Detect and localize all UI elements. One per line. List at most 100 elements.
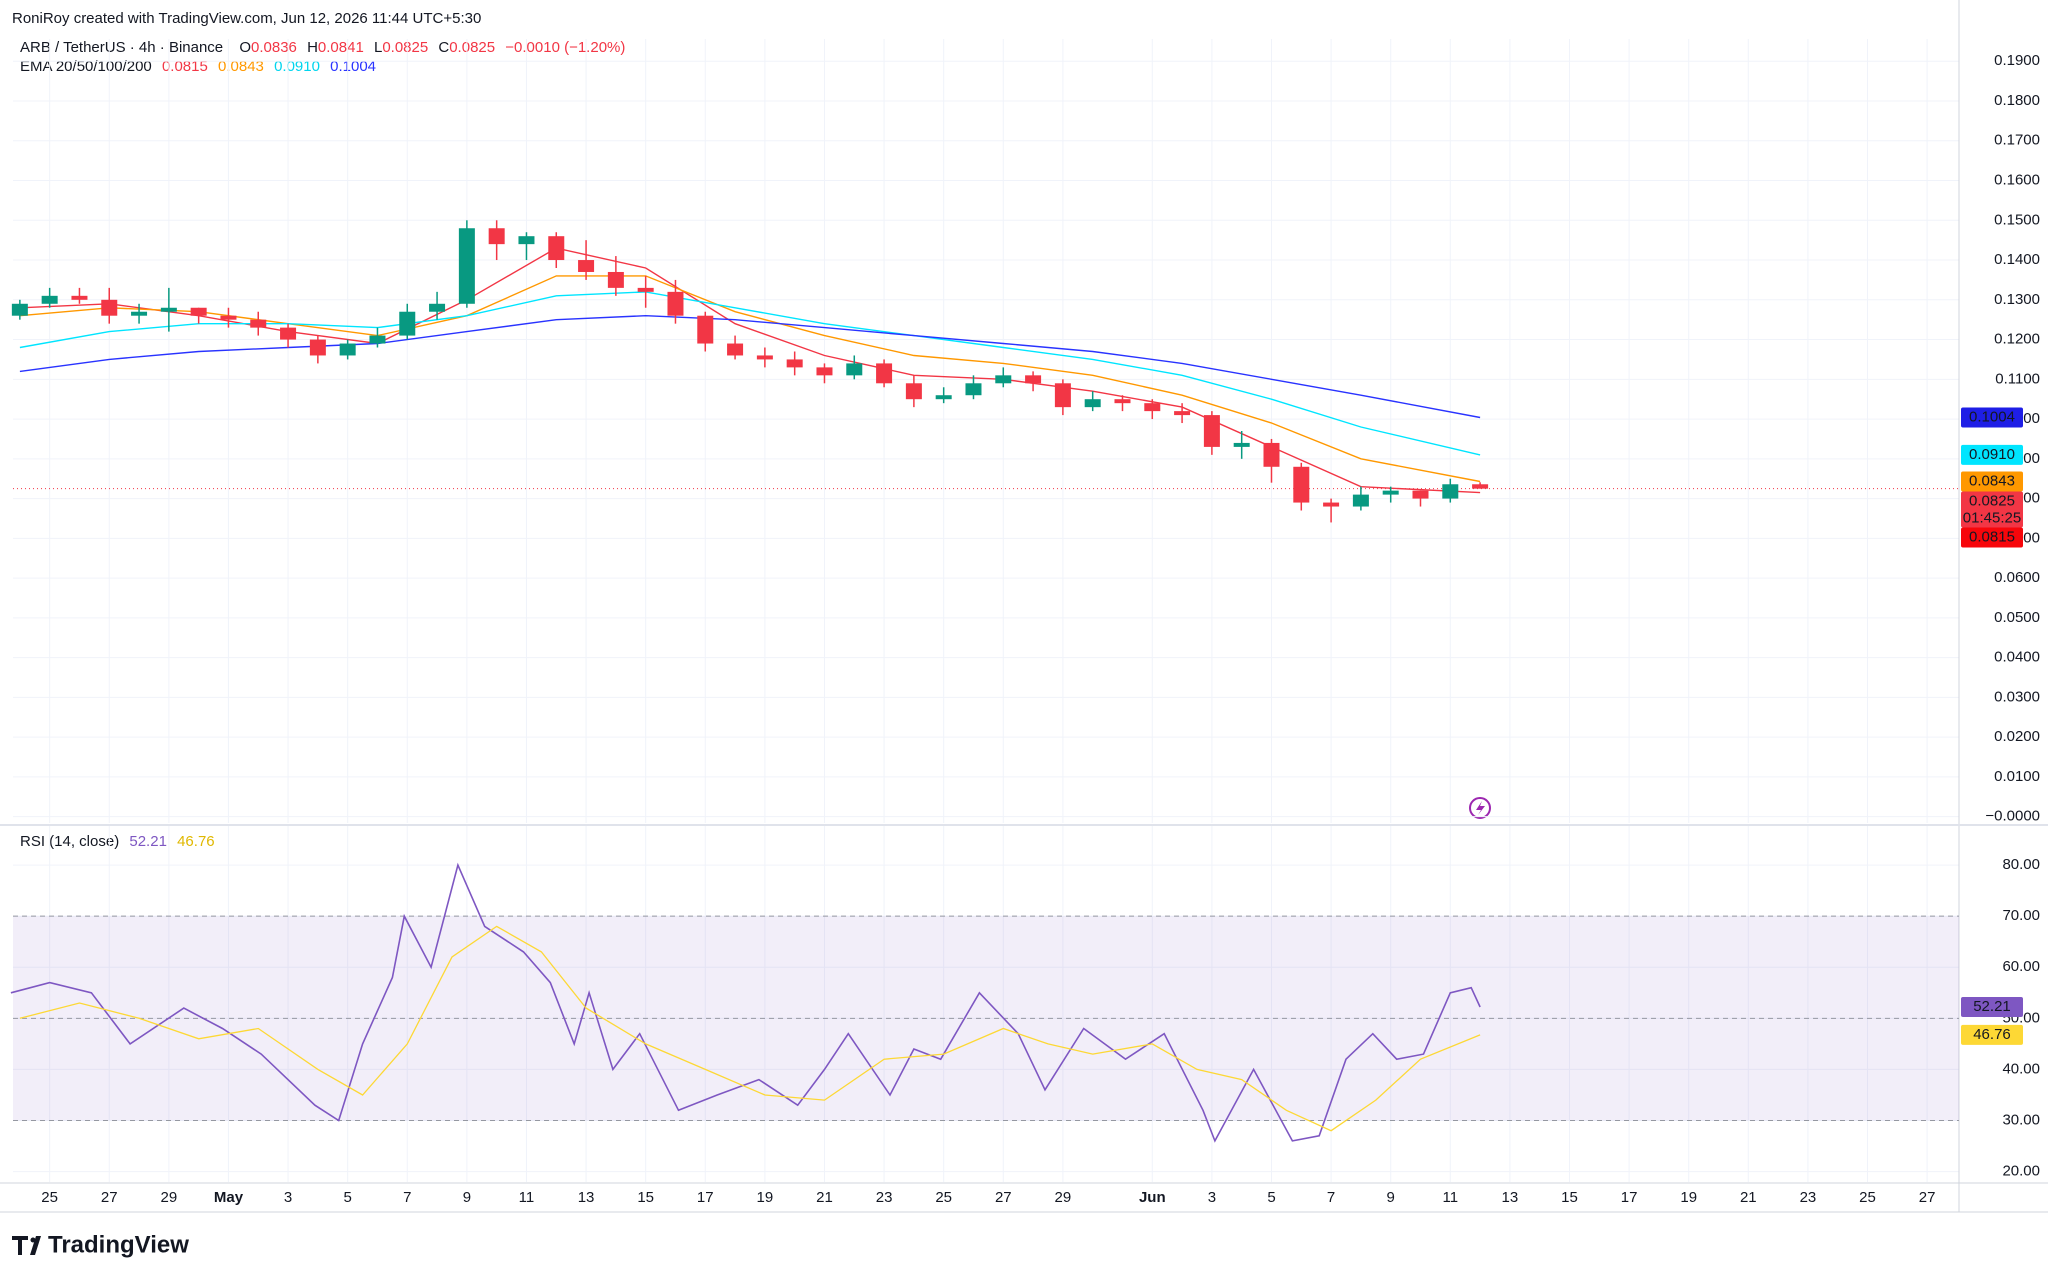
y-tick-label: 0.0500: [1994, 609, 2040, 626]
candle-body: [339, 343, 356, 356]
candle-body: [1323, 502, 1340, 507]
x-tick-label: 9: [463, 1189, 471, 1206]
x-tick-label: 5: [343, 1189, 351, 1206]
price-badge: [1961, 1024, 2023, 1045]
y-tick-label: 0.0600: [1994, 569, 2040, 586]
candle-body: [250, 319, 267, 328]
price-badge-label: 0.0843: [1969, 472, 2015, 489]
y-tick-label: 0.0100: [1994, 768, 2040, 785]
symbol-legend: ARB / TetherUS · 4h · Binance O0.0836 H0…: [20, 39, 625, 56]
candle-body: [1025, 375, 1042, 384]
logo: TradingView: [12, 1231, 189, 1258]
candle-body: [1263, 442, 1280, 467]
y-tick-label: 70.00: [2002, 907, 2040, 924]
candle-body: [1293, 466, 1310, 503]
candle-body: [309, 339, 326, 356]
candle-body: [1442, 484, 1459, 499]
candle-body: [11, 303, 28, 316]
price-badge: [1961, 997, 2023, 1018]
ohlc-value: 0.0825: [449, 39, 495, 56]
rsi-value: 52.21: [129, 833, 167, 850]
y-tick-label: 0.1400: [1994, 251, 2040, 268]
x-tick-label: Jun: [1139, 1189, 1166, 1206]
candle-body: [637, 287, 654, 292]
y-tick-label: −0.0000: [1985, 808, 2040, 825]
candle-body: [41, 295, 58, 304]
price-badge-label: 0.0910: [1969, 446, 2015, 463]
ema-legend: EMA 20/50/100/200 0.0815 0.0843 0.0910 0…: [20, 58, 376, 75]
x-tick-label: 19: [757, 1189, 774, 1206]
rsi-label: RSI (14, close): [20, 833, 119, 850]
x-tick-label: 3: [284, 1189, 292, 1206]
candle-body: [995, 375, 1012, 384]
x-tick-label: 25: [41, 1189, 58, 1206]
candle-body: [1084, 399, 1101, 408]
countdown: 01:45:25: [1963, 509, 2021, 526]
x-tick-label: 5: [1267, 1189, 1275, 1206]
ohlc-value: 0.0836: [251, 39, 297, 56]
y-tick-label: 0.1100: [1995, 370, 2040, 387]
candle-body: [667, 291, 684, 316]
lightning-icon[interactable]: [1469, 797, 1491, 819]
candle-body: [1412, 490, 1429, 499]
candle-body: [101, 299, 118, 316]
x-tick-label: 7: [403, 1189, 411, 1206]
candle-body: [727, 343, 744, 356]
candle-body: [935, 395, 952, 400]
candle-body: [548, 236, 565, 261]
candle-body: [1233, 442, 1250, 447]
symbol: ARB / TetherUS · 4h · Binance: [20, 39, 223, 56]
y-tick-label: 30.00: [2002, 1111, 2040, 1128]
ema-line: [19, 314, 1481, 419]
logo-text: TradingView: [48, 1231, 189, 1258]
candle-body: [786, 359, 803, 368]
candle-body: [488, 228, 505, 245]
candle-body: [1174, 411, 1191, 416]
price-badge: [1961, 491, 2023, 528]
y-tick-label: 0.0400: [1994, 649, 2040, 666]
candle-body: [71, 295, 88, 300]
candle-body: [160, 307, 177, 312]
price-badge-label: 0.1004: [1969, 408, 2015, 425]
candle-body: [876, 363, 893, 384]
candle-body: [816, 367, 833, 376]
candle-body: [429, 303, 446, 312]
ohlc-value: 0.0841: [318, 39, 364, 56]
price-badge: [1961, 527, 2023, 548]
x-tick-label: 13: [578, 1189, 595, 1206]
price-badge-label: 46.76: [1973, 1026, 2011, 1043]
y-tick-label: 0.1800: [1994, 92, 2040, 109]
candle-body: [578, 260, 595, 272]
x-tick-label: 21: [1740, 1189, 1757, 1206]
x-tick-label: 23: [876, 1189, 893, 1206]
candle-body: [399, 311, 416, 336]
candle-body: [1203, 415, 1220, 447]
y-tick-label: 0.1900: [1994, 52, 2040, 69]
x-tick-label: 15: [1561, 1189, 1578, 1206]
ohlc-key: H: [307, 39, 318, 56]
ema-value: 0.0815: [162, 58, 208, 75]
y-tick-label: 60.00: [2002, 958, 2040, 975]
x-tick-label: 7: [1327, 1189, 1335, 1206]
rsi-line: [10, 862, 1481, 1143]
x-tick-label: 23: [1800, 1189, 1817, 1206]
credit: RoniRoy created with TradingView.com, Ju…: [12, 10, 481, 27]
candle-body: [220, 315, 237, 320]
y-tick-label: 0.1700: [1994, 132, 2040, 149]
ohlc-key: L: [374, 39, 382, 56]
candle-body: [756, 355, 773, 360]
x-tick-label: 27: [995, 1189, 1012, 1206]
y-tick-label: 0.1600: [1994, 172, 2040, 189]
rsi-legend: RSI (14, close) 52.21 46.76: [20, 833, 215, 850]
x-tick-label: 27: [101, 1189, 118, 1206]
candle-body: [846, 363, 863, 376]
candle-body: [369, 335, 386, 344]
x-tick-label: 29: [161, 1189, 178, 1206]
x-tick-label: 19: [1680, 1189, 1697, 1206]
price-badge: [1961, 407, 2023, 428]
candle-body: [697, 315, 714, 344]
candle-body: [965, 383, 982, 396]
